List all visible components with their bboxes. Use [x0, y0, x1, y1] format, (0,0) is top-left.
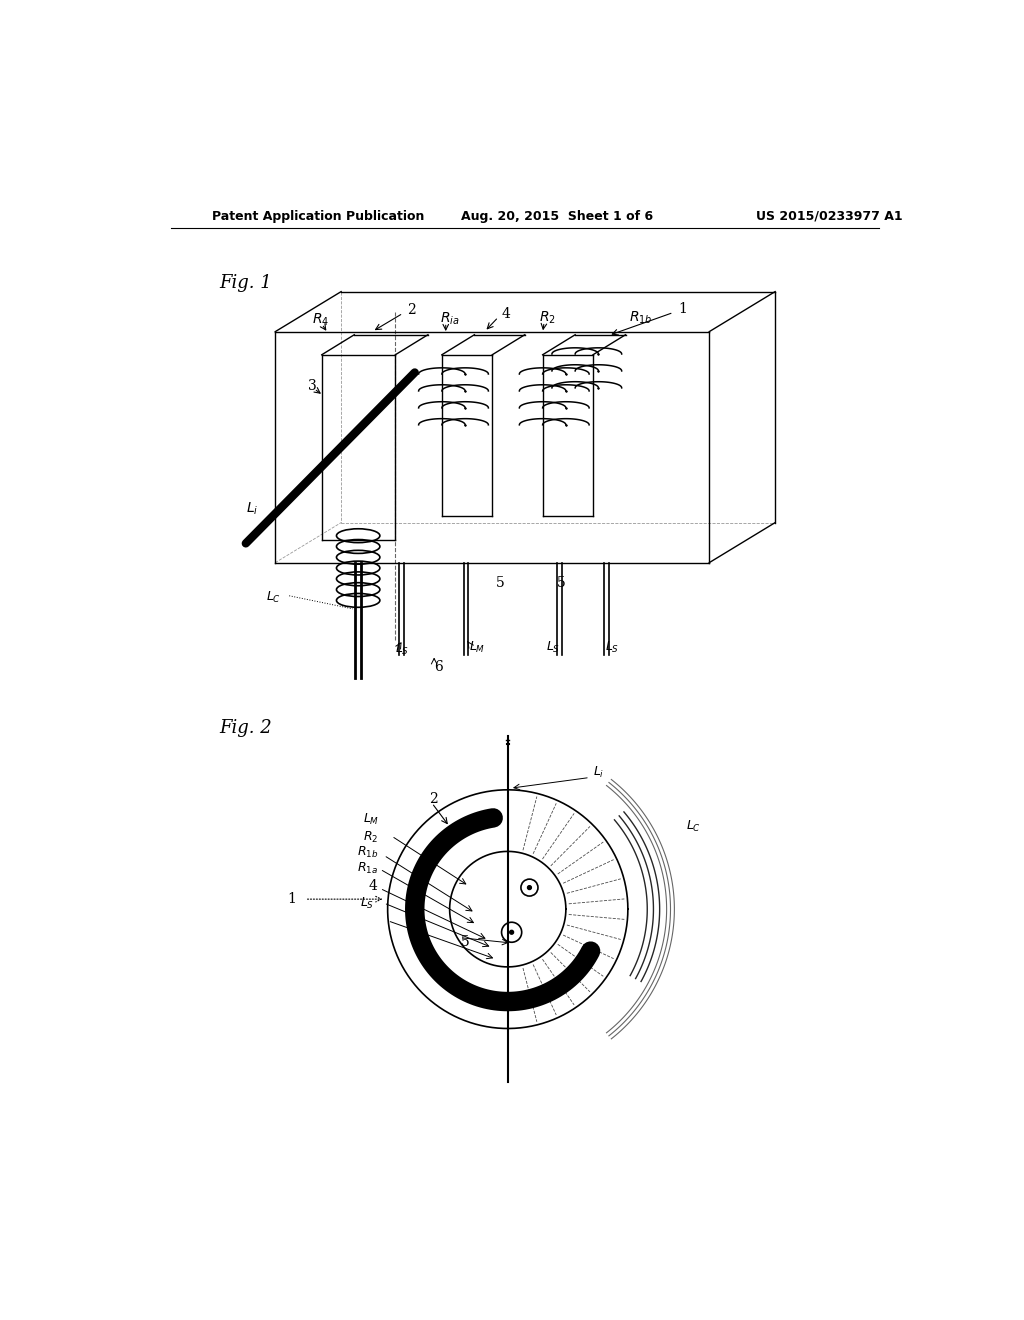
Text: $L_C$: $L_C$: [266, 590, 281, 605]
Text: 3: 3: [308, 379, 316, 392]
Text: 2: 2: [429, 792, 437, 807]
Text: $L_M$: $L_M$: [469, 640, 485, 655]
Text: Aug. 20, 2015  Sheet 1 of 6: Aug. 20, 2015 Sheet 1 of 6: [461, 210, 653, 223]
Text: $R_2$: $R_2$: [539, 310, 556, 326]
Text: 1: 1: [287, 892, 296, 906]
Text: $R_4$: $R_4$: [311, 312, 329, 329]
Text: $L_S$: $L_S$: [547, 640, 561, 655]
Text: Patent Application Publication: Patent Application Publication: [212, 210, 424, 223]
Text: 3: 3: [562, 972, 570, 986]
Text: $L_S$: $L_S$: [395, 642, 410, 657]
Text: 5: 5: [557, 577, 565, 590]
Text: $L_C$: $L_C$: [686, 820, 701, 834]
Text: $L_i$: $L_i$: [246, 500, 258, 517]
Text: 4: 4: [369, 879, 377, 894]
Text: $R_{1b}$: $R_{1b}$: [356, 845, 378, 861]
Circle shape: [527, 886, 531, 890]
Circle shape: [510, 931, 514, 935]
Text: US 2015/0233977 A1: US 2015/0233977 A1: [756, 210, 902, 223]
Text: Fig. 2: Fig. 2: [219, 719, 272, 737]
Text: $R_{ia}$: $R_{ia}$: [439, 310, 459, 327]
Text: 4: 4: [502, 308, 510, 321]
Text: $R_{1b}$: $R_{1b}$: [629, 310, 652, 326]
Text: $R_{1a}$: $R_{1a}$: [356, 861, 378, 876]
Text: Fig. 1: Fig. 1: [219, 275, 272, 292]
Text: 5: 5: [496, 577, 505, 590]
Text: $L_M$: $L_M$: [362, 812, 379, 826]
Text: 5: 5: [461, 936, 470, 949]
Text: 6: 6: [434, 660, 442, 673]
Text: $L_S$: $L_S$: [360, 896, 375, 911]
Text: 2: 2: [407, 304, 416, 317]
Text: $R_2$: $R_2$: [362, 830, 378, 845]
Text: 1: 1: [678, 301, 687, 315]
Text: $L_S$: $L_S$: [604, 640, 618, 655]
Text: $L_i$: $L_i$: [593, 766, 604, 780]
